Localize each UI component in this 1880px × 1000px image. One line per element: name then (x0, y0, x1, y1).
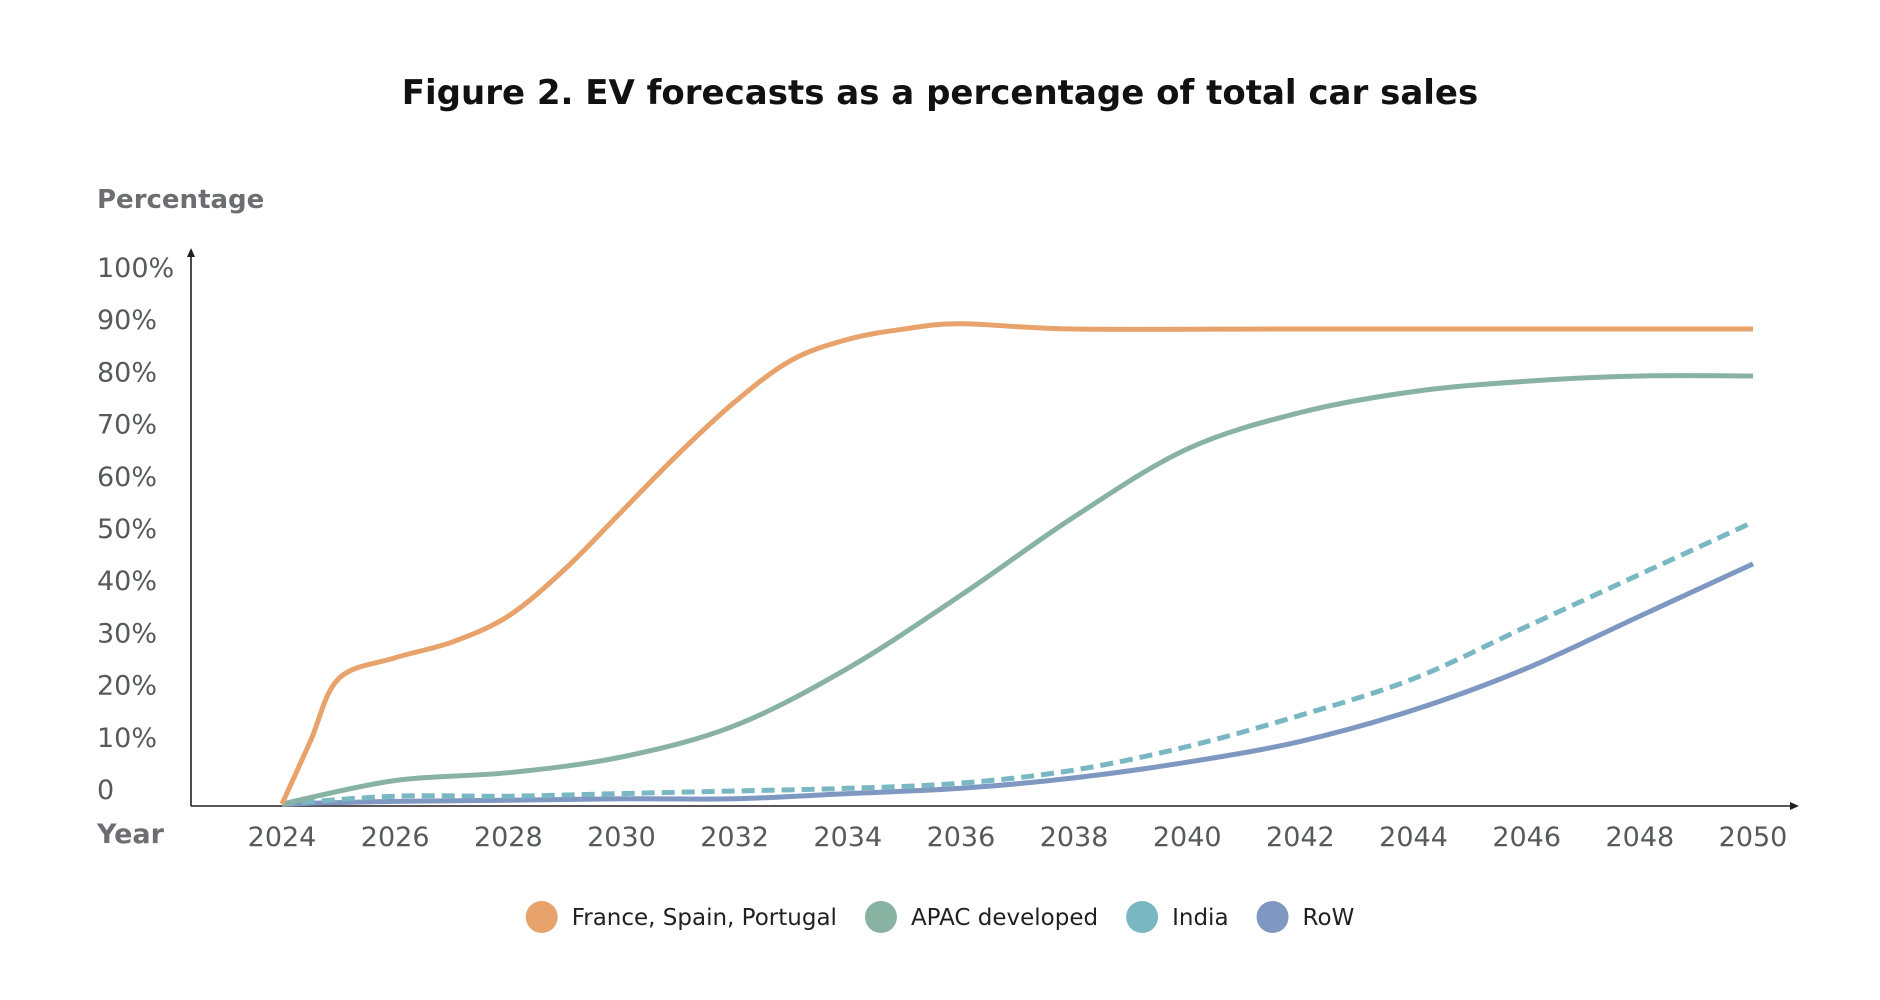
y-tick-label: 90% (97, 305, 157, 336)
x-axis-arrow (1790, 802, 1799, 810)
y-tick-label: 60% (97, 462, 157, 493)
x-tick-label: 2034 (813, 822, 882, 853)
x-tick-label: 2042 (1266, 822, 1335, 853)
legend-swatch-india (1126, 901, 1159, 933)
y-tick-label: 20% (97, 671, 157, 702)
y-tick-label: 0 (97, 775, 114, 806)
y-axis-arrow (187, 248, 195, 257)
x-tick-label: 2036 (927, 822, 996, 853)
series-line-row (281, 561, 1755, 807)
y-axis-title: Percentage (97, 185, 264, 215)
chart-title: Figure 2. EV forecasts as a percentage o… (402, 73, 1478, 113)
series-line-india (281, 519, 1755, 807)
y-tick-labels: 0 10% 20% 30% 40% 50% 60% 70% 80% 90% 100% (97, 253, 174, 806)
x-tick-label: 2032 (700, 822, 769, 853)
y-tick-label: 50% (97, 514, 157, 545)
y-tick-label: 100% (97, 253, 174, 284)
series-line-apac-developed (281, 373, 1754, 807)
y-tick-label: 10% (97, 723, 157, 754)
legend-label-india: India (1172, 905, 1228, 931)
y-tick-label: 30% (97, 618, 157, 649)
axes (187, 248, 1799, 810)
x-tick-label: 2038 (1040, 822, 1109, 853)
y-tick-label: 80% (97, 357, 157, 388)
series-lines (279, 321, 1755, 807)
x-tick-label: 2046 (1492, 822, 1561, 853)
series-line-france-spain-portugal (279, 321, 1753, 806)
x-tick-label: 2028 (474, 822, 543, 853)
legend-label-apac-developed: APAC developed (911, 905, 1098, 931)
x-tick-label: 2040 (1153, 822, 1222, 853)
x-tick-label: 2048 (1605, 822, 1674, 853)
x-tick-label: 2050 (1719, 822, 1788, 853)
x-tick-label: 2024 (248, 822, 317, 853)
x-tick-labels: 2024 2026 2028 2030 2032 2034 2036 2038 2040 2042… (248, 822, 1788, 853)
legend-swatch-row (1256, 901, 1289, 933)
legend-label-row: RoW (1303, 905, 1355, 931)
x-axis-title: Year (96, 819, 165, 850)
x-tick-label: 2030 (587, 822, 656, 853)
legend-swatch-france-spain-portugal (525, 901, 558, 933)
x-tick-label: 2026 (361, 822, 430, 853)
y-tick-label: 40% (97, 566, 157, 597)
y-tick-label: 70% (97, 410, 157, 441)
x-tick-label: 2044 (1379, 822, 1448, 853)
legend: France, Spain, Portugal APAC developed Ind… (525, 901, 1355, 933)
legend-swatch-apac-developed (864, 901, 897, 933)
legend-label-france-spain-portugal: France, Spain, Portugal (572, 905, 837, 931)
